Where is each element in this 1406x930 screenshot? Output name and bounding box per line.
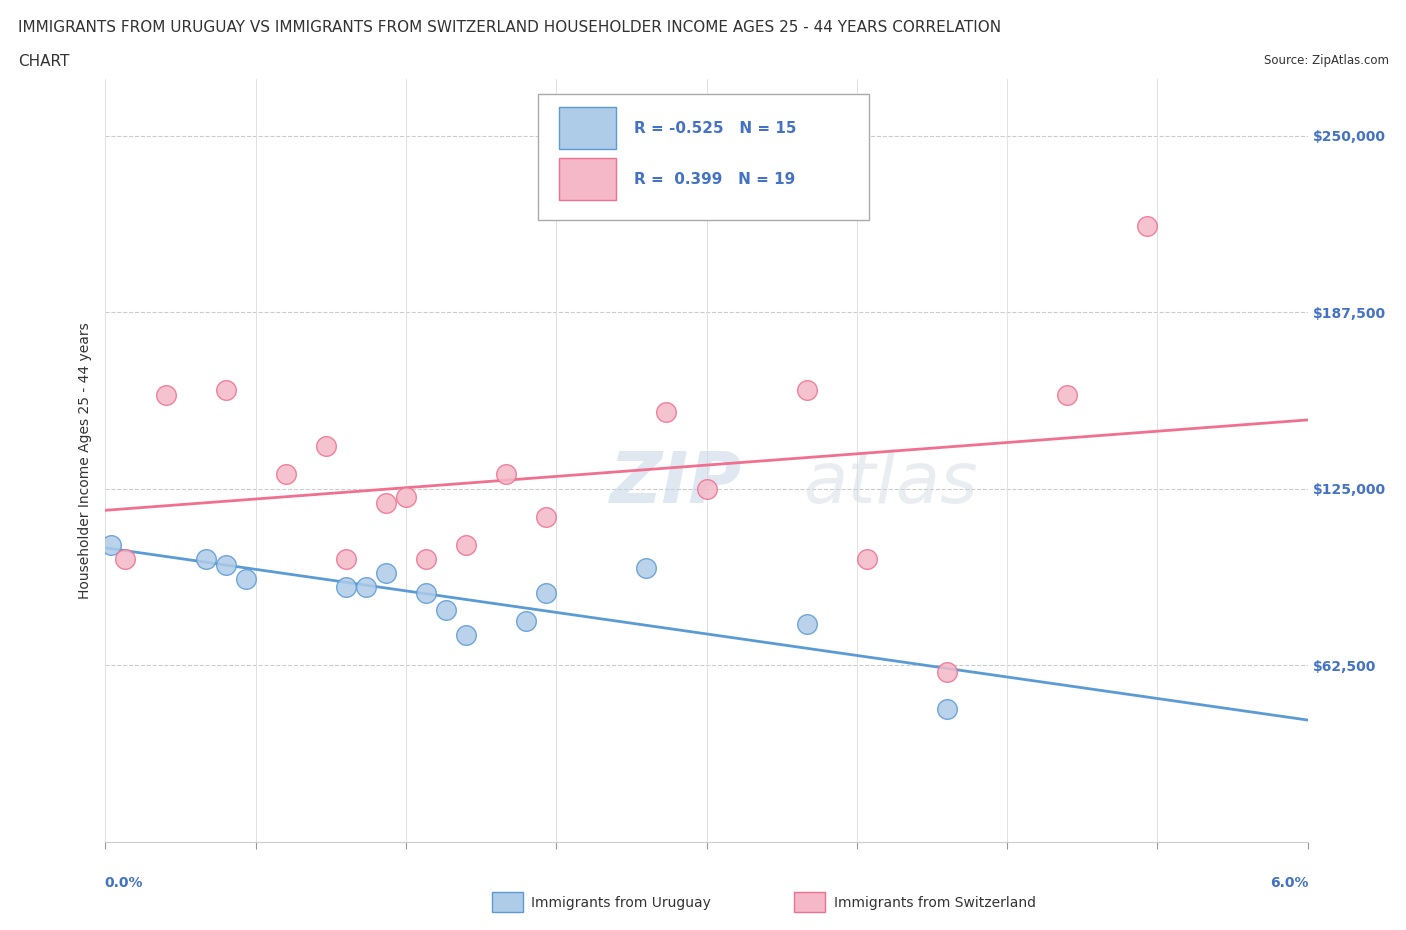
Text: ZIP: ZIP — [610, 449, 742, 518]
Point — [636, 560, 658, 575]
Bar — [558, 158, 616, 200]
Point — [374, 565, 398, 580]
Point — [796, 382, 818, 397]
Point — [534, 510, 557, 525]
Text: Source: ZipAtlas.com: Source: ZipAtlas.com — [1264, 54, 1389, 67]
Point — [395, 489, 418, 504]
Point — [354, 580, 377, 595]
Point — [696, 481, 718, 496]
Point — [100, 538, 122, 552]
Text: CHART: CHART — [18, 54, 70, 69]
Text: IMMIGRANTS FROM URUGUAY VS IMMIGRANTS FROM SWITZERLAND HOUSEHOLDER INCOME AGES 2: IMMIGRANTS FROM URUGUAY VS IMMIGRANTS FR… — [18, 20, 1001, 35]
Point — [315, 439, 337, 454]
Text: Immigrants from Uruguay: Immigrants from Uruguay — [531, 896, 711, 910]
Point — [194, 551, 217, 566]
Point — [335, 580, 357, 595]
Point — [515, 614, 537, 629]
Text: 0.0%: 0.0% — [104, 876, 143, 890]
Point — [415, 551, 437, 566]
Point — [1136, 219, 1159, 233]
Bar — [558, 107, 616, 149]
FancyBboxPatch shape — [538, 94, 869, 220]
Point — [936, 665, 959, 680]
Text: 6.0%: 6.0% — [1270, 876, 1309, 890]
Point — [434, 603, 457, 618]
Text: R = -0.525   N = 15: R = -0.525 N = 15 — [634, 121, 797, 136]
Point — [1056, 388, 1078, 403]
Point — [114, 551, 136, 566]
Point — [655, 405, 678, 419]
Point — [335, 551, 357, 566]
Point — [454, 538, 477, 552]
Point — [796, 617, 818, 631]
Point — [214, 557, 236, 572]
Point — [415, 586, 437, 601]
Point — [235, 572, 257, 587]
Text: Immigrants from Switzerland: Immigrants from Switzerland — [834, 896, 1036, 910]
Y-axis label: Householder Income Ages 25 - 44 years: Householder Income Ages 25 - 44 years — [79, 322, 93, 599]
Text: R =  0.399   N = 19: R = 0.399 N = 19 — [634, 172, 796, 187]
Point — [936, 701, 959, 716]
Point — [454, 628, 477, 643]
Point — [534, 586, 557, 601]
Point — [855, 551, 877, 566]
Point — [274, 467, 297, 482]
Point — [155, 388, 177, 403]
Point — [495, 467, 517, 482]
Point — [374, 496, 398, 511]
Point — [214, 382, 236, 397]
Text: atlas: atlas — [803, 449, 977, 518]
